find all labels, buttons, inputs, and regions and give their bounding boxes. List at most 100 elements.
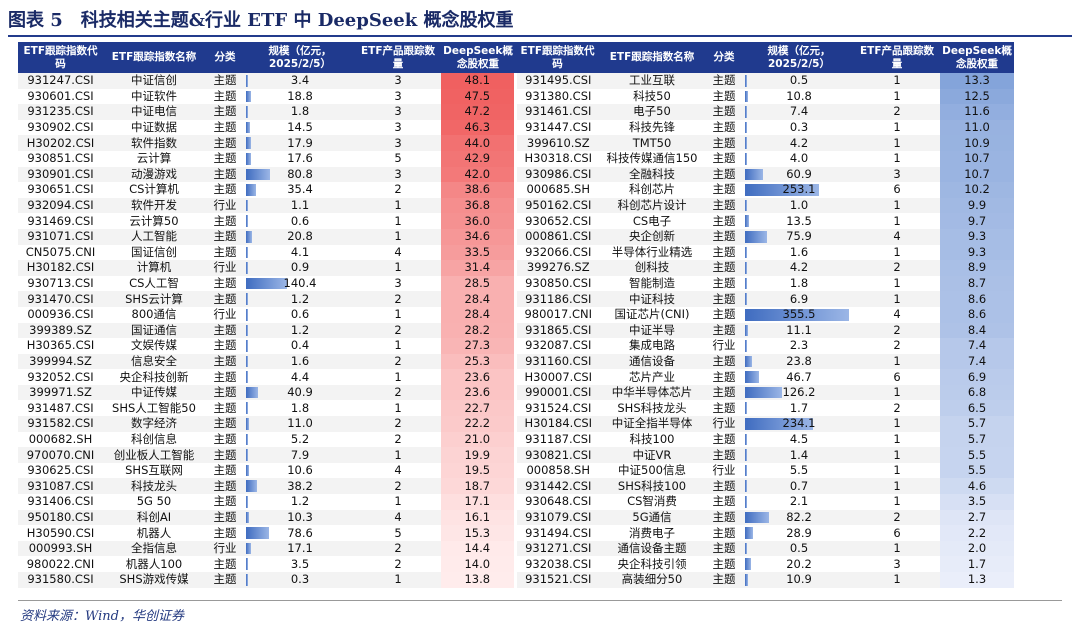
cell-scale: 0.5 [744,73,854,89]
cell-category: 主题 [704,540,744,557]
cell-name: 科创AI [103,509,205,526]
cell-code: 931271.CSI [515,540,600,557]
cell-name: 央企科技创新 [103,369,205,385]
scale-value: 0.7 [789,478,809,493]
scale-bar [745,496,747,508]
cell-scale: 1.7 [744,400,854,417]
header-name: ETF跟踪指数名称 [600,42,704,73]
cell-name: 消费电子 [600,525,704,541]
scale-bar [745,355,752,368]
scale-bar [745,558,751,570]
cell-weight: 13.3 [940,73,1014,89]
cell-code: 932094.CSI [18,197,103,214]
cell-name: 创科技 [600,260,704,276]
cell-category: 主题 [205,369,245,385]
cell-weight: 1.3 [940,572,1014,588]
cell-weight: 12.5 [940,88,1014,105]
cell-name: SHS科技100 [600,478,704,495]
cell-code: 000685.SH [515,182,600,198]
cell-category: 主题 [205,166,245,183]
scale-value: 80.8 [287,166,313,181]
scale-bar [246,527,269,539]
scale-value: 5.5 [789,463,809,478]
cell-count: 1 [854,447,940,463]
cell-name: 全融科技 [600,166,704,183]
cell-scale: 234.1 [744,416,854,432]
cell-code: 931494.CSI [515,525,600,541]
cell-category: 主题 [704,104,744,120]
cell-name: 5G通信 [600,509,704,526]
scale-value: 75.9 [786,229,812,244]
cell-scale: 4.4 [245,369,355,385]
cell-scale: 3.5 [245,556,355,572]
cell-count: 3 [355,73,441,89]
scale-bar [246,480,257,493]
cell-count: 4 [355,244,441,261]
scale-bar [246,355,248,368]
cell-count: 1 [854,416,940,432]
cell-category: 主题 [205,104,245,120]
cell-code: 931406.CSI [18,494,103,510]
cell-weight: 38.6 [441,182,517,198]
scale-value: 0.5 [789,73,809,88]
scale-bar [745,184,819,196]
cell-code: 932038.CSI [515,556,600,572]
cell-name: 信息安全 [103,353,205,370]
scale-bar [246,496,248,508]
cell-code: 399994.SZ [18,353,103,370]
cell-weight: 6.5 [940,400,1014,417]
scale-bar [246,184,256,196]
cell-count: 2 [854,509,940,526]
cell-count: 2 [355,556,441,572]
scale-bar [745,511,769,524]
cell-category: 主题 [704,431,744,448]
table-row: 931235.CSI 中证电信 主题 1.8 3 47.2 931461.CSI 电子50 主题… [18,104,1014,120]
cell-category: 主题 [704,369,744,385]
cell-count: 1 [355,400,441,417]
cell-name: 人工智能 [103,228,205,245]
cell-weight: 1.7 [940,556,1014,572]
header-scale: 规模（亿元，2025/2/5） [744,42,854,73]
cell-name: 通信设备主题 [600,540,704,557]
cell-code: H30182.CSI [18,260,103,276]
table-row: 930651.CSI CS计算机 主题 35.4 2 38.6 000685.SH 科创芯片主… [18,182,1014,198]
scale-bar [745,168,763,181]
cell-count: 1 [355,306,441,323]
header-code: ETF跟踪指数代码 [515,42,600,73]
scale-bar [246,449,248,461]
cell-category: 主题 [205,88,245,105]
cell-count: 1 [854,119,940,136]
cell-name: CS计算机 [103,182,205,198]
cell-code: 931470.CSI [18,291,103,307]
cell-name: 软件指数 [103,135,205,151]
cell-category: 主题 [704,135,744,151]
scale-value: 60.9 [786,166,812,181]
scale-value: 1.7 [789,400,809,415]
scale-value: 4.5 [789,431,809,446]
cell-code: 931087.CSI [18,478,103,495]
scale-value: 1.2 [290,322,310,337]
scale-value: 7.9 [290,447,310,462]
cell-count: 1 [854,494,940,510]
cell-name: 中华半导体芯片 [600,384,704,401]
cell-category: 主题 [704,306,744,323]
cell-category: 主题 [704,556,744,572]
cell-code: 931865.CSI [515,322,600,339]
cell-category: 行业 [704,462,744,479]
cell-weight: 14.0 [441,556,517,572]
scale-value: 126.2 [782,385,816,400]
cell-weight: 10.2 [940,182,1014,198]
cell-scale: 10.6 [245,462,355,479]
cell-name: 文娱传媒 [103,338,205,354]
scale-bar [745,433,747,446]
scale-value: 1.2 [290,494,310,509]
cell-category: 主题 [704,400,744,417]
cell-weight: 36.0 [441,213,517,229]
scale-bar [246,558,248,570]
cell-scale: 140.4 [245,275,355,292]
cell-name: 800通信 [103,306,205,323]
cell-code: 930625.CSI [18,462,103,479]
cell-scale: 38.2 [245,478,355,495]
cell-weight: 21.0 [441,431,517,448]
cell-weight: 5.7 [940,416,1014,432]
